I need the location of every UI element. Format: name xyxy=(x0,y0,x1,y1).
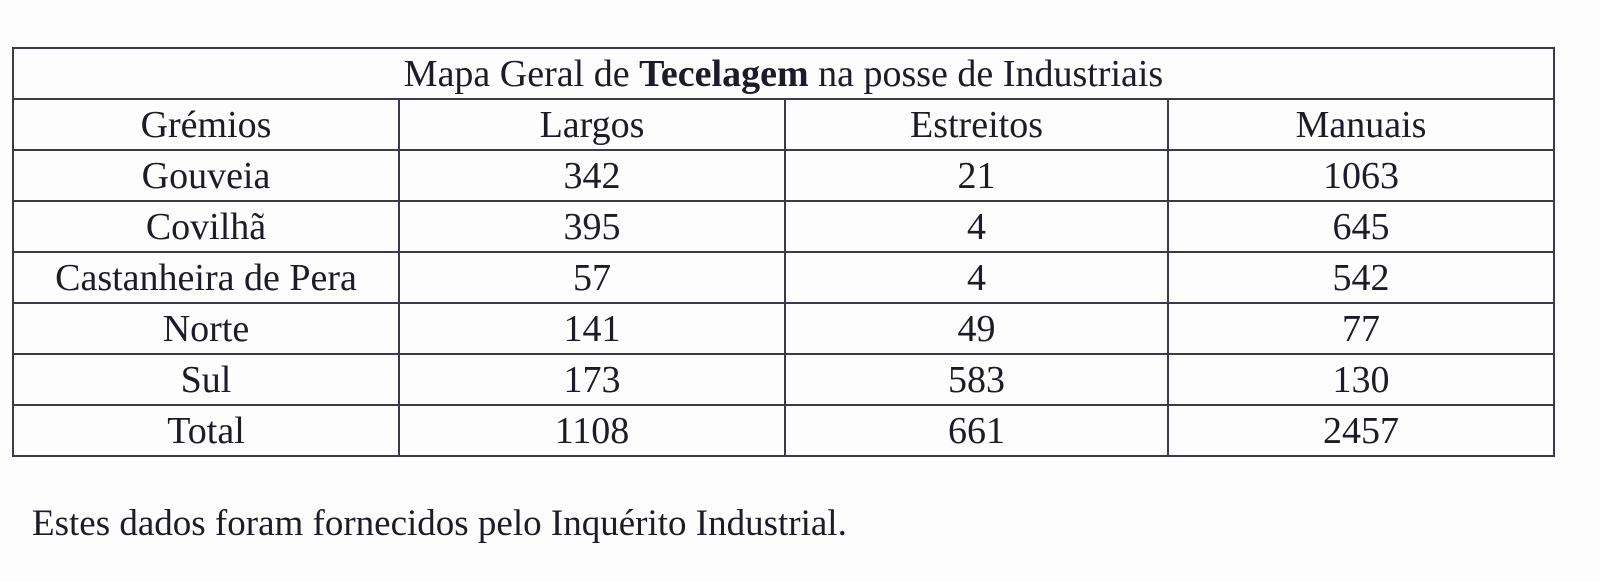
data-cell: 77 xyxy=(1167,302,1555,355)
data-cell: 583 xyxy=(784,353,1169,406)
data-cell: 1063 xyxy=(1167,149,1555,202)
table-row: Norte 141 49 77 xyxy=(12,302,1555,355)
data-cell: 342 xyxy=(398,149,786,202)
data-cell: 141 xyxy=(398,302,786,355)
data-cell: 661 xyxy=(784,404,1169,457)
data-cell: 57 xyxy=(398,251,786,304)
title-part: na posse de Industriais xyxy=(818,52,1164,95)
table-row: Castanheira de Pera 57 4 542 xyxy=(12,251,1555,304)
title-row: Mapa Geral de Tecelagem na posse de Indu… xyxy=(12,47,1555,100)
data-cell: 395 xyxy=(398,200,786,253)
row-label: Total xyxy=(12,404,400,457)
data-cell: 173 xyxy=(398,353,786,406)
header-row: Grémios Largos Estreitos Manuais xyxy=(12,98,1555,151)
data-cell: 130 xyxy=(1167,353,1555,406)
row-label: Covilhã xyxy=(12,200,400,253)
header-cell: Manuais xyxy=(1167,98,1555,151)
header-cell: Estreitos xyxy=(784,98,1169,151)
row-label: Norte xyxy=(12,302,400,355)
table-row: Sul 173 583 130 xyxy=(12,353,1555,406)
row-label: Gouveia xyxy=(12,149,400,202)
table-row: Gouveia 342 21 1063 xyxy=(12,149,1555,202)
data-cell: 542 xyxy=(1167,251,1555,304)
data-cell: 49 xyxy=(784,302,1169,355)
data-cell: 2457 xyxy=(1167,404,1555,457)
title-emphasis: Tecelagem xyxy=(639,52,809,95)
header-cell: Grémios xyxy=(12,98,400,151)
footnote: Estes dados foram fornecidos pelo Inquér… xyxy=(32,503,847,544)
table-body: Mapa Geral de Tecelagem na posse de Indu… xyxy=(12,47,1555,457)
title-part: Mapa Geral de xyxy=(403,52,630,95)
data-cell: 1108 xyxy=(398,404,786,457)
data-cell: 645 xyxy=(1167,200,1555,253)
row-label: Sul xyxy=(12,353,400,406)
data-cell: 4 xyxy=(784,251,1169,304)
data-table: Mapa Geral de Tecelagem na posse de Indu… xyxy=(12,47,1555,457)
data-cell: 21 xyxy=(784,149,1169,202)
header-cell: Largos xyxy=(398,98,786,151)
table-title: Mapa Geral de Tecelagem na posse de Indu… xyxy=(12,47,1555,100)
data-cell: 4 xyxy=(784,200,1169,253)
table-row: Covilhã 395 4 645 xyxy=(12,200,1555,253)
row-label: Castanheira de Pera xyxy=(12,251,400,304)
table-row: Total 1108 661 2457 xyxy=(12,404,1555,457)
